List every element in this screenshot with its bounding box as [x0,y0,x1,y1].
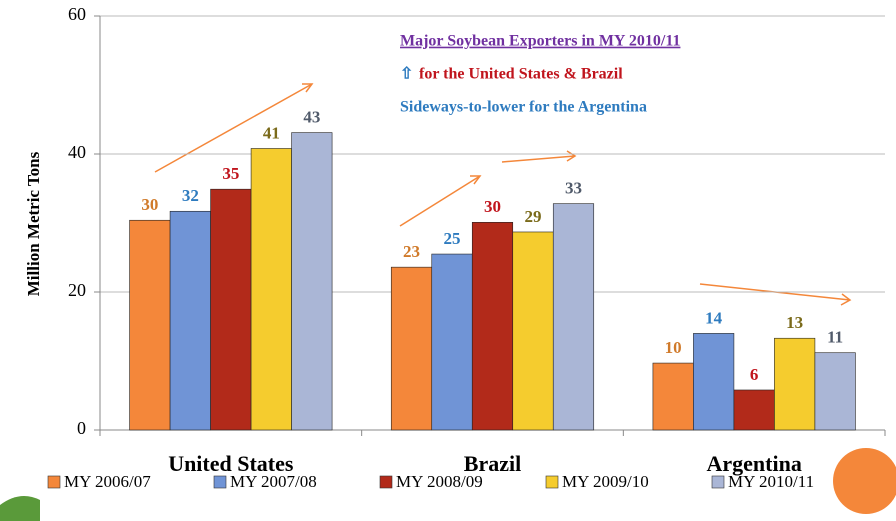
value-label: 13 [786,313,803,332]
y-axis-label: Million Metric Tons [24,151,43,296]
value-label: 11 [827,328,843,347]
y-tick-label: 20 [68,280,86,300]
value-label: 25 [444,229,461,248]
annotation: Major Soybean Exporters in MY 2010/11 [400,33,680,50]
legend-label: MY 2007/08 [230,472,317,491]
legend-label: MY 2008/09 [396,472,483,491]
y-tick-label: 0 [77,418,86,438]
y-tick-label: 60 [68,4,86,24]
value-label: 30 [484,197,501,216]
bar [693,333,735,431]
value-label: 43 [303,108,320,127]
legend-swatch [545,475,559,489]
value-label: 23 [403,242,420,261]
bar [129,219,171,431]
value-label: 10 [665,338,682,357]
bar [390,266,433,431]
bar [169,210,211,431]
legend-swatch [379,475,393,489]
annotation: Sideways-to-lower for the Argentina [400,99,647,116]
bar [291,132,333,431]
decoration [833,448,896,514]
legend-swatch [711,475,725,489]
x-tick-label: Argentina [707,451,802,476]
decoration [0,496,40,521]
value-label: 29 [525,207,542,226]
legend-label: MY 2010/11 [728,472,814,491]
bar [471,222,514,431]
bar [512,231,554,431]
bar [210,188,252,431]
value-label: 32 [182,186,199,205]
legend-swatch [47,475,61,489]
bar [250,148,292,431]
value-label: 14 [705,308,723,327]
annotation: for the United States & Brazil [419,66,623,83]
value-label: 41 [263,123,280,142]
value-label: 33 [565,179,582,198]
annotation: ⇧ [400,66,413,83]
bar [733,389,775,431]
bar [814,352,856,431]
x-tick-label: Brazil [464,451,521,476]
bar [774,337,816,431]
x-tick-label: United States [168,451,294,476]
legend-label: MY 2009/10 [562,472,649,491]
legend-label: MY 2006/07 [64,472,151,491]
value-label: 6 [750,365,759,384]
value-label: 30 [141,195,158,214]
y-tick-label: 40 [68,142,86,162]
bar [431,253,473,431]
bar [552,203,595,431]
value-label: 35 [222,164,239,183]
legend-swatch [213,475,227,489]
bar [652,362,694,431]
